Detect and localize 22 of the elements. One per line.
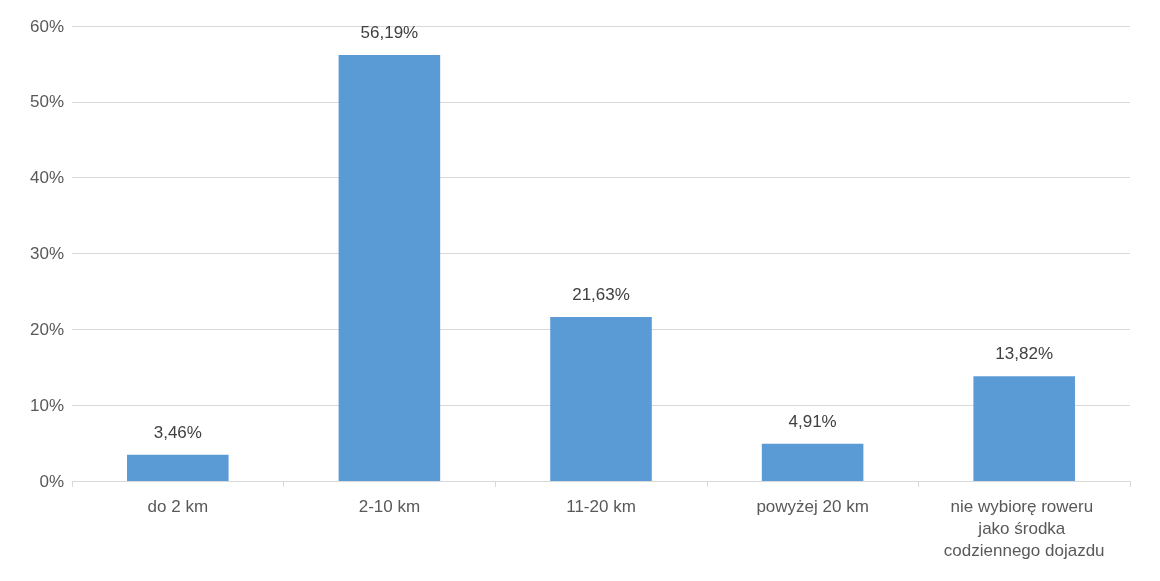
bar	[761, 443, 864, 481]
data-label: 4,91%	[788, 411, 837, 431]
data-label: 56,19%	[360, 22, 419, 42]
data-label: 13,82%	[995, 344, 1054, 364]
bar	[550, 316, 652, 481]
x-tick-label: 2-10 km	[358, 496, 421, 516]
x-tick-label: powyżej 20 km	[756, 496, 869, 516]
y-tick-label: 0%	[39, 471, 64, 491]
bar	[973, 376, 1075, 481]
bar	[127, 454, 229, 481]
y-tick-label: 20%	[29, 319, 64, 339]
y-tick-label: 50%	[29, 92, 64, 112]
y-tick-label: 60%	[29, 16, 64, 36]
y-tick-label: 10%	[29, 395, 64, 415]
x-tick-label: do 2 km	[147, 496, 209, 516]
y-tick-label: 30%	[29, 244, 64, 263]
bar	[338, 54, 441, 481]
data-label: 3,46%	[153, 422, 202, 442]
y-tick-label: 40%	[29, 168, 64, 188]
data-label: 21,63%	[572, 284, 630, 304]
x-tick-label: 11-20 km	[566, 496, 636, 516]
x-tick-label: nie wybiorę roweru jako środka codziennego dojazdu	[943, 496, 1105, 560]
